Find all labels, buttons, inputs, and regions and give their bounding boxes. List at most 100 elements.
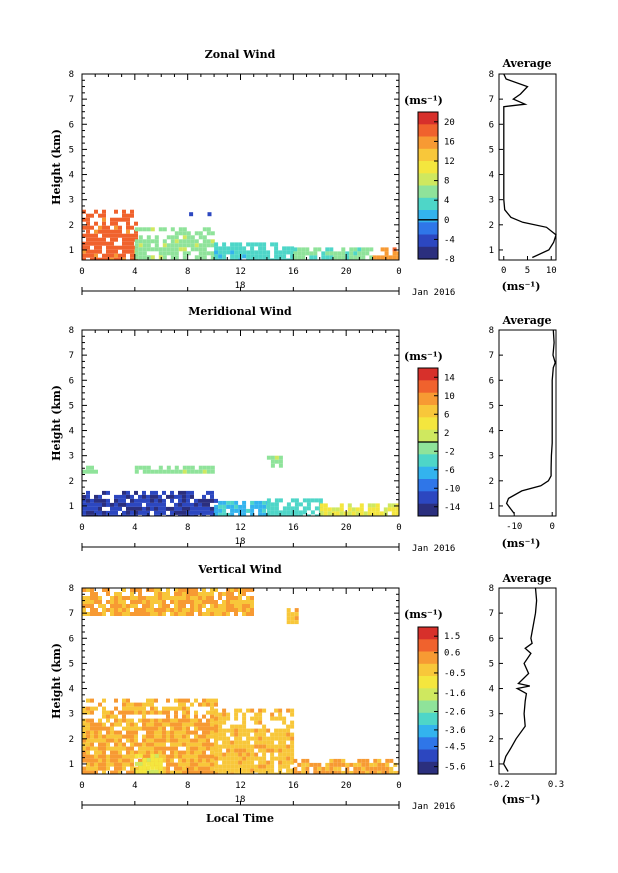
date-label: 18 — [235, 795, 246, 805]
heatmap-cell — [166, 494, 170, 499]
heatmap-cell — [206, 758, 210, 763]
heatmap-cell — [174, 734, 178, 739]
heatmap-cell — [158, 757, 163, 762]
heatmap-cell — [278, 744, 283, 749]
heatmap-cell — [146, 726, 150, 731]
heatmap-cell — [82, 710, 86, 715]
heatmap-cell — [86, 722, 90, 727]
x-tick-label: 0 — [79, 523, 84, 533]
heatmap-cell — [250, 500, 255, 505]
heatmap-cell — [202, 592, 206, 596]
heatmap-cell — [202, 247, 207, 252]
heatmap-cell — [154, 718, 158, 723]
heatmap-cell — [210, 612, 214, 616]
heatmap-cell — [214, 600, 218, 604]
profile-title: Average — [501, 314, 551, 327]
heatmap-cell — [170, 510, 174, 515]
heatmap-cell — [170, 494, 174, 499]
heatmap-cell — [98, 510, 102, 515]
heatmap-cell — [138, 251, 143, 256]
heatmap-cell — [198, 502, 202, 507]
heatmap-cell — [86, 750, 90, 755]
heatmap-cell — [274, 502, 279, 507]
heatmap-cell — [190, 758, 194, 763]
heatmap-cell — [206, 726, 210, 731]
heatmap-cell — [110, 762, 114, 767]
heatmap-cell — [250, 764, 255, 769]
heatmap-cell — [134, 596, 138, 600]
profile-y-tick-label: 3 — [489, 452, 494, 462]
heatmap-cell — [182, 758, 186, 763]
heatmap-cell — [122, 494, 126, 499]
heatmap-cell — [182, 588, 186, 592]
heatmap-cell — [367, 507, 372, 512]
heatmap-cell — [110, 734, 114, 739]
x-tick-label: 8 — [185, 781, 190, 791]
colorbar-swatch — [418, 466, 438, 480]
heatmap-cell — [341, 762, 346, 767]
heatmap-cell — [162, 734, 166, 739]
heatmap-cell — [210, 710, 214, 715]
profile-x-tick-label: 0.3 — [548, 780, 564, 790]
heatmap-cell — [293, 758, 298, 763]
heatmap-cell — [194, 498, 198, 503]
heatmap-cell — [178, 702, 182, 707]
heatmap-cell — [182, 710, 186, 715]
heatmap-cell — [106, 498, 110, 503]
heatmap-cell — [297, 251, 302, 256]
heatmap-cell — [198, 746, 202, 751]
heatmap-cell — [178, 726, 182, 731]
heatmap-cell — [90, 730, 94, 735]
heatmap-cell — [266, 506, 271, 511]
heatmap-cell — [158, 734, 162, 739]
heatmap-cell — [102, 209, 106, 214]
heatmap-cell — [234, 254, 239, 259]
heatmap-cell — [226, 716, 231, 721]
heatmap-cell — [94, 766, 98, 771]
heatmap-cell — [246, 612, 250, 616]
x-tick-label: 12 — [235, 781, 246, 791]
heatmap-cell — [294, 616, 299, 621]
heatmap-cell — [313, 247, 318, 252]
heatmap-cell — [210, 762, 214, 767]
heatmap-cell — [337, 762, 342, 767]
heatmap-cell — [286, 616, 291, 621]
heatmap-cell — [194, 738, 198, 743]
heatmap-cell — [102, 514, 106, 516]
heatmap-cell — [210, 498, 214, 503]
profile-line — [505, 329, 556, 514]
heatmap-cell — [210, 742, 214, 747]
x-ticks: 0 4 8 12 16 20 0 — [79, 588, 402, 805]
heatmap-cell — [118, 600, 122, 604]
heatmap-cell — [278, 708, 283, 713]
heatmap-cell — [242, 724, 247, 729]
heatmap-cell — [230, 772, 235, 774]
heatmap-cell — [82, 253, 86, 258]
heatmap-cell — [134, 510, 138, 515]
heatmap-cell — [218, 768, 223, 773]
x-tick-label: 0 — [396, 781, 401, 791]
date-suffix: Jan 2016 — [412, 802, 455, 812]
heatmap-cell — [154, 726, 158, 731]
heatmap-cell — [82, 718, 86, 723]
heatmap-cell — [230, 760, 235, 765]
heatmap-cell — [274, 772, 279, 774]
heatmap-cell — [262, 752, 267, 757]
heatmap-cell — [134, 247, 139, 252]
heatmap-cell — [134, 243, 139, 248]
heatmap-cell — [106, 758, 110, 763]
heatmap-cell — [270, 712, 275, 717]
heatmap-cell — [158, 765, 163, 770]
heatmap-cell — [234, 736, 239, 741]
profile-line — [503, 73, 557, 259]
heatmap-cell — [242, 592, 246, 596]
heatmap-cell — [146, 596, 150, 600]
heatmap-cell — [250, 258, 255, 260]
heatmap-cell — [82, 469, 86, 474]
heatmap-cell — [258, 712, 263, 717]
heatmap-cell — [178, 502, 182, 507]
colorbar-swatch — [418, 688, 438, 702]
heatmap-cell — [114, 494, 118, 499]
heatmap-cell — [298, 514, 303, 516]
heatmap-cell — [138, 247, 143, 252]
